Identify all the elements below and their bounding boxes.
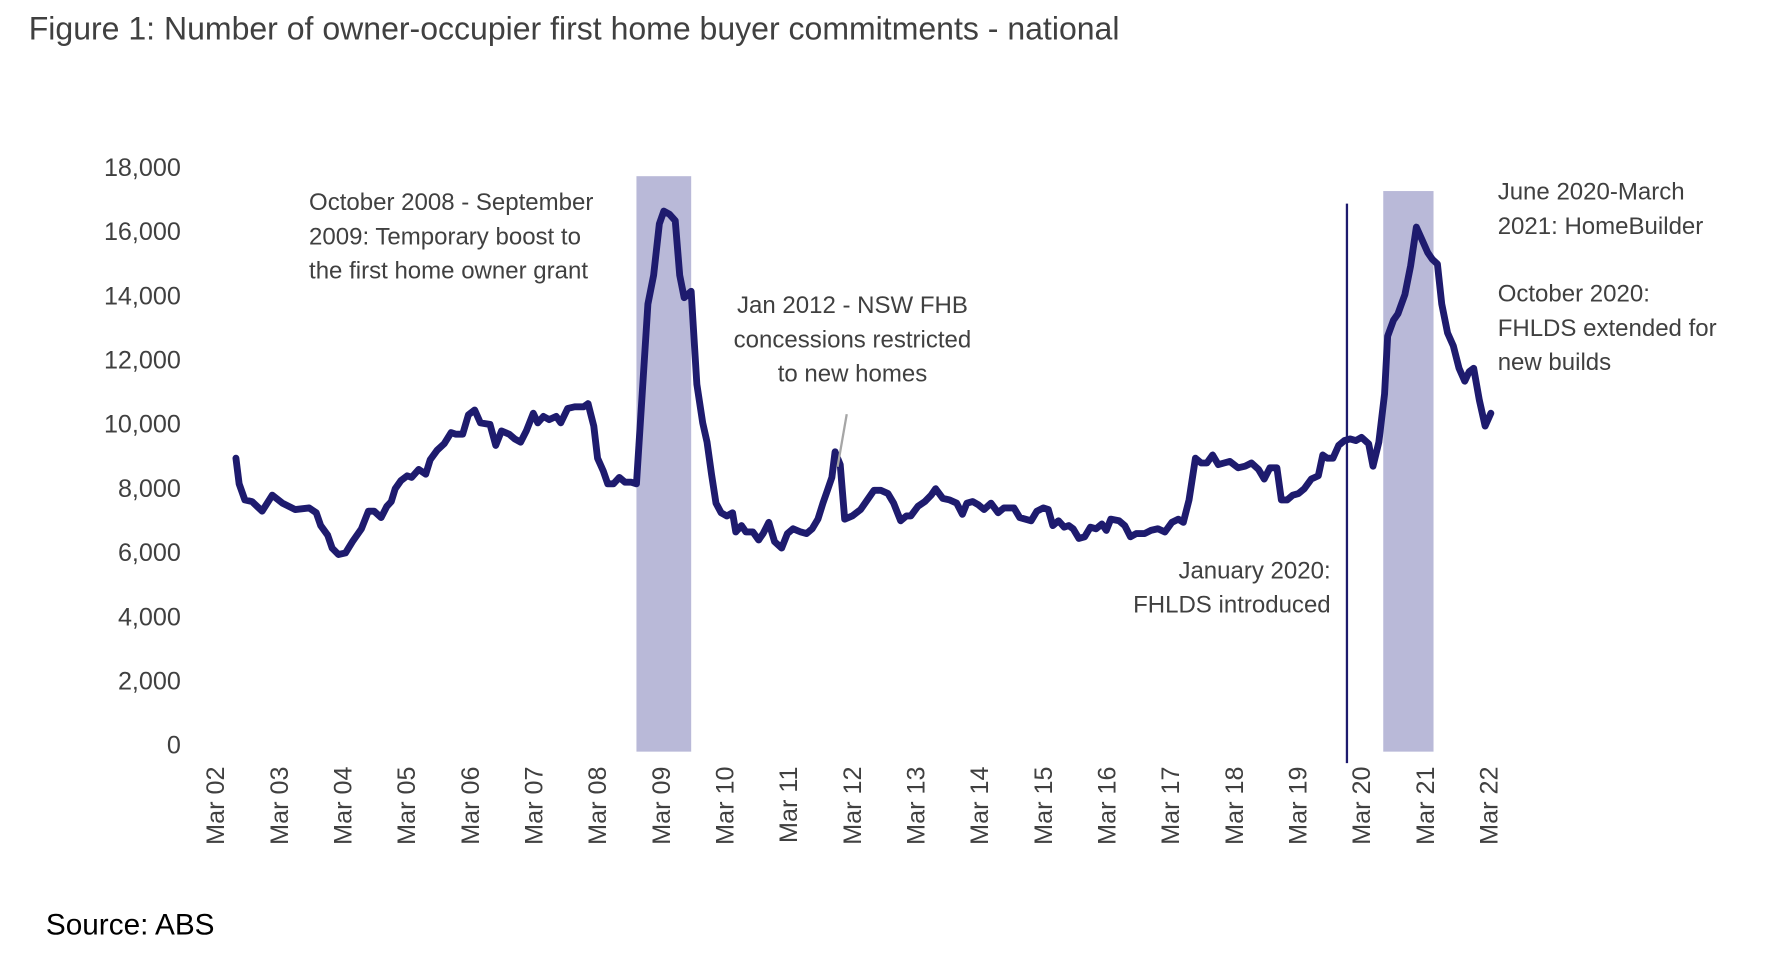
annotation-text: October 2008 - September (309, 189, 593, 216)
chart-title: Figure 1: Number of owner-occupier first… (29, 10, 1120, 46)
annotation-text: January 2020: (1178, 557, 1330, 584)
annotation-text: June 2020-March (1498, 179, 1685, 206)
y-tick-label: 16,000 (104, 218, 181, 246)
plot (232, 207, 1495, 558)
x-tick-label: Mar 17 (1157, 767, 1185, 845)
annotation-text: 2021: HomeBuilder (1498, 213, 1704, 240)
y-tick-label: 18,000 (104, 154, 181, 182)
shaded-period (636, 176, 692, 752)
annotation-text: the first home owner grant (309, 258, 588, 285)
annotation-text: to new homes (778, 361, 928, 388)
x-tick-label: Mar 21 (1412, 767, 1440, 845)
annotation-text: 2009: Temporary boost to (309, 223, 581, 250)
shaded-periods (636, 176, 1434, 764)
x-tick-label: Mar 05 (393, 767, 421, 845)
y-tick-label: 8,000 (118, 475, 181, 503)
annotation-text: concessions restricted (734, 326, 972, 353)
x-tick-label: Mar 03 (266, 767, 294, 845)
x-tick-label: Mar 10 (711, 767, 739, 845)
y-tick-label: 2,000 (118, 668, 181, 696)
x-tick-label: Mar 13 (902, 767, 930, 845)
x-tick-label: Mar 14 (966, 767, 994, 845)
y-tick-label: 6,000 (118, 539, 181, 567)
data-line (232, 207, 1495, 558)
annotation-text: October 2020: (1498, 281, 1650, 308)
y-tick-label: 10,000 (104, 411, 181, 439)
x-tick-label: Mar 19 (1284, 767, 1312, 845)
x-tick-label: Mar 06 (457, 767, 485, 845)
x-tick-label: Mar 18 (1221, 767, 1249, 845)
annotation-text: FHLDS extended for (1498, 315, 1717, 342)
y-tick-label: 0 (167, 732, 181, 760)
x-tick-label: Mar 02 (202, 767, 230, 845)
annotations: October 2008 - September 2009: Temporary … (309, 179, 1717, 619)
x-tick-label: Mar 09 (648, 767, 676, 845)
annotation-text: new builds (1498, 349, 1611, 376)
x-tick-label: Mar 04 (329, 767, 357, 845)
x-tick-label: Mar 16 (1093, 767, 1121, 845)
x-tick-label: Mar 20 (1348, 767, 1376, 845)
y-tick-label: 14,000 (104, 282, 181, 310)
x-tick-label: Mar 11 (775, 767, 803, 843)
x-tick-label: Mar 22 (1475, 767, 1503, 845)
annotation-text: FHLDS introduced (1133, 592, 1331, 619)
y-tick-label: 4,000 (118, 603, 181, 631)
x-tick-label: Mar 15 (1030, 767, 1058, 845)
source-note: Source: ABS (46, 909, 215, 942)
annotation-pointer (836, 413, 848, 467)
y-tick-label: 12,000 (104, 347, 181, 375)
annotation-text: Jan 2012 - NSW FHB (737, 292, 968, 319)
x-tick-label: Mar 08 (584, 767, 612, 845)
x-tick-label: Mar 07 (520, 767, 548, 845)
axes: 0 2,000 4,000 6,000 8,000 10,000 12,000 14,000 1… (104, 154, 1504, 845)
x-tick-label: Mar 12 (839, 767, 867, 845)
